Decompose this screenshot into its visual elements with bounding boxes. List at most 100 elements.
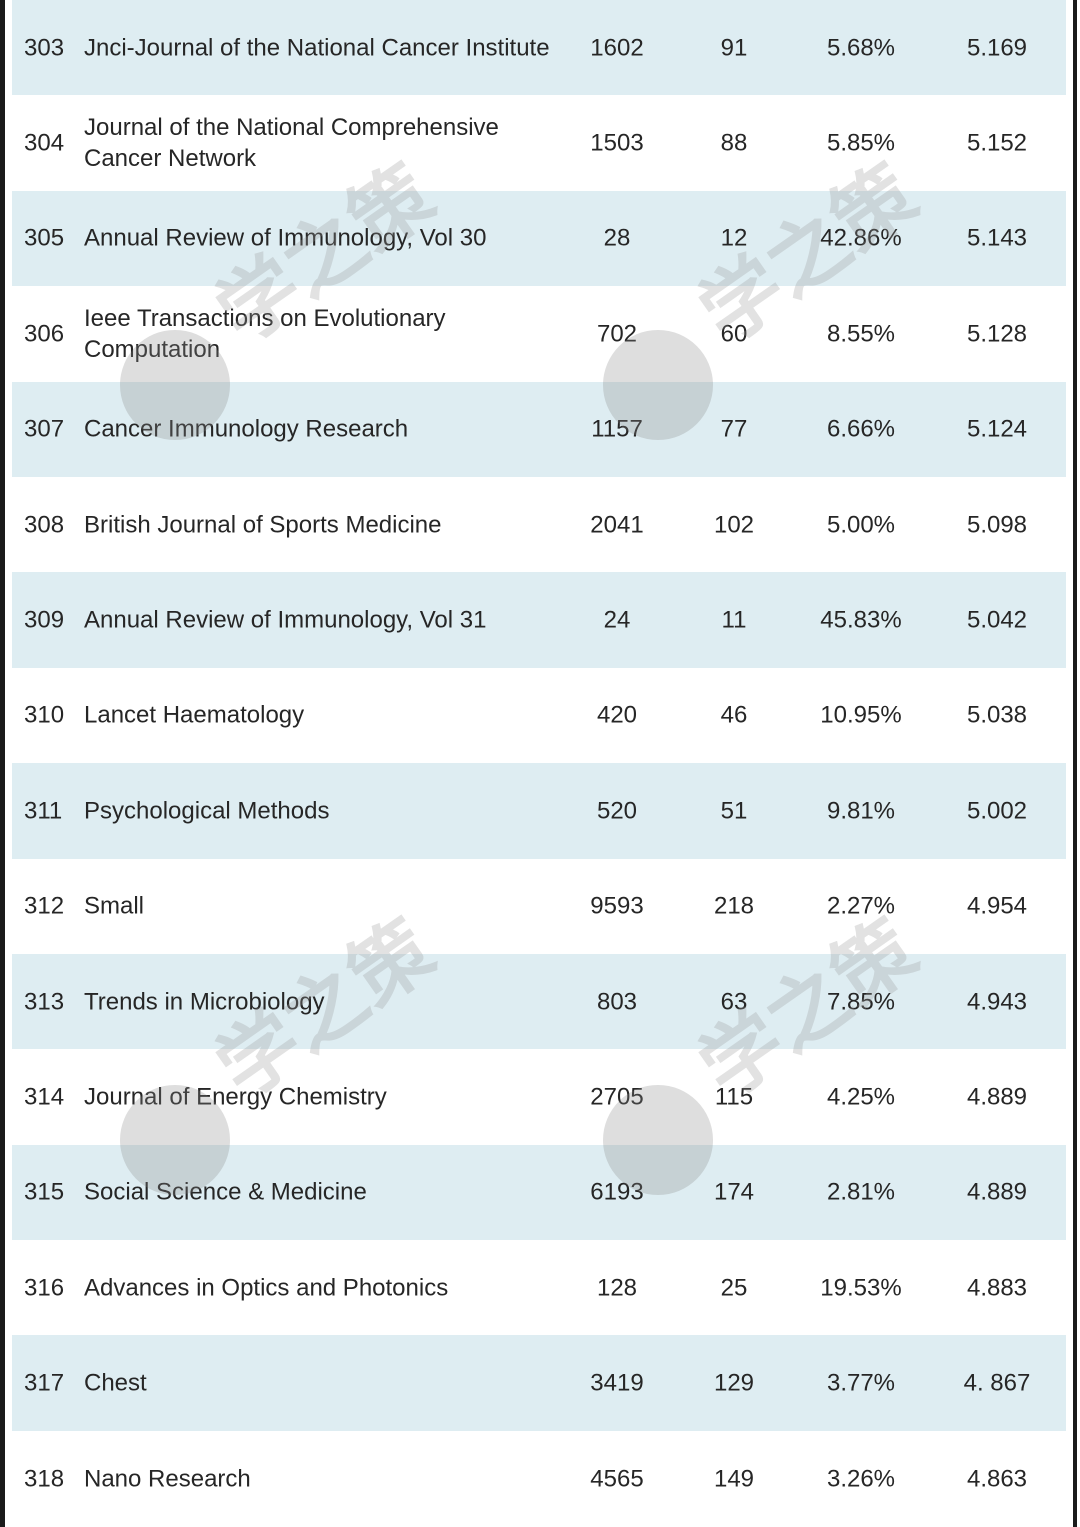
column-2-cell: 149: [713, 1465, 755, 1493]
column-2-cell: 129: [713, 1369, 755, 1397]
rank-cell: 311: [24, 797, 63, 825]
percentage-cell: 42.86%: [820, 224, 902, 252]
column-2-cell: 46: [720, 701, 748, 729]
journal-name-cell: Chest: [84, 1369, 147, 1397]
left-border: [0, 0, 5, 1527]
journal-name-cell: Psychological Methods: [84, 797, 330, 825]
column-1-cell: 6193: [590, 1178, 644, 1206]
score-cell: 4.954: [966, 892, 1028, 920]
column-1-cell: 128: [596, 1274, 638, 1302]
column-1-cell: 1602: [590, 34, 644, 62]
column-2-cell: 174: [713, 1178, 755, 1206]
score-cell: 4. 867: [963, 1369, 1031, 1397]
percentage-cell: 45.83%: [820, 606, 902, 634]
rank-cell: 317: [24, 1369, 65, 1397]
journal-name-cell: Ieee Transactions on Evolutionary Comput…: [84, 304, 446, 363]
score-cell: 4.889: [966, 1083, 1028, 1111]
column-2-cell: 88: [720, 129, 748, 157]
column-1-cell: 2041: [590, 511, 644, 539]
rank-cell: 315: [24, 1178, 65, 1206]
percentage-cell: 4.25%: [826, 1083, 896, 1111]
journal-name-cell: Annual Review of Immunology, Vol 30: [84, 224, 487, 252]
score-cell: 4.863: [966, 1465, 1028, 1493]
table-row: 305 Annual Review of Immunology, Vol 30 28…: [12, 190, 1066, 287]
percentage-cell: 9.81%: [826, 797, 896, 825]
score-cell: 5.143: [966, 224, 1028, 252]
table-row: 311 Psychological Methods 520 51 9.81% 5.002: [12, 763, 1066, 859]
table-row: 314 Journal of Energy Chemistry 2705 115 4.2…: [12, 1049, 1066, 1144]
journal-name-cell: Journal of Energy Chemistry: [84, 1083, 387, 1111]
rank-cell: 313: [24, 988, 65, 1016]
score-cell: 5.002: [966, 797, 1028, 825]
rank-cell: 318: [24, 1465, 65, 1493]
column-2-cell: 63: [720, 988, 748, 1016]
rank-cell: 310: [24, 701, 65, 729]
percentage-cell: 19.53%: [820, 1274, 902, 1302]
table-row: 315 Social Science & Medicine 6193 174 2.81%…: [12, 1144, 1066, 1241]
score-cell: 5.169: [966, 34, 1028, 62]
table-row: 318 Nano Research 4565 149 3.26% 4.863: [12, 1431, 1066, 1526]
score-cell: 5.124: [966, 415, 1028, 443]
rank-cell: 309: [24, 606, 65, 634]
score-cell: 5.128: [966, 320, 1028, 348]
journal-name-cell: Social Science & Medicine: [84, 1178, 367, 1206]
journal-name-cell: Jnci-Journal of the National Cancer Inst…: [84, 34, 550, 62]
column-1-cell: 2705: [590, 1083, 644, 1111]
column-2-cell: 218: [713, 892, 755, 920]
journal-table: 303 Jnci-Journal of the National Cancer I…: [12, 0, 1066, 1526]
score-cell: 5.038: [966, 701, 1028, 729]
column-1-cell: 702: [596, 320, 638, 348]
table-row: 312 Small 9593 218 2.27% 4.954: [12, 859, 1066, 954]
column-2-cell: 102: [713, 511, 755, 539]
rank-cell: 306: [24, 320, 65, 348]
column-2-cell: 12: [720, 224, 748, 252]
column-1-cell: 24: [603, 606, 631, 634]
percentage-cell: 7.85%: [826, 988, 896, 1016]
column-2-cell: 60: [720, 320, 748, 348]
rank-cell: 307: [24, 415, 65, 443]
journal-name-cell: Small: [84, 892, 145, 920]
journal-name-cell: Nano Research: [84, 1465, 251, 1493]
table-row: 309 Annual Review of Immunology, Vol 31 24…: [12, 572, 1066, 668]
table-row: 303 Jnci-Journal of the National Cancer I…: [12, 0, 1066, 96]
table-row: 307 Cancer Immunology Research 1157 77 6.66%…: [12, 381, 1066, 477]
percentage-cell: 5.68%: [826, 34, 896, 62]
journal-name-cell: Annual Review of Immunology, Vol 31: [84, 606, 487, 634]
journal-name-cell: Lancet Haematology: [84, 701, 305, 729]
table-row: 306 Ieee Transactions on Evolutionary Com…: [12, 286, 1066, 381]
percentage-cell: 2.81%: [826, 1178, 896, 1206]
percentage-cell: 6.66%: [826, 415, 896, 443]
right-border: [1073, 0, 1077, 1527]
score-cell: 5.152: [966, 129, 1028, 157]
table-row: 308 British Journal of Sports Medicine 204…: [12, 477, 1066, 572]
rank-cell: 314: [24, 1083, 65, 1111]
column-2-cell: 51: [720, 797, 748, 825]
journal-name-cell: Journal of the National Comprehensive Ca…: [84, 114, 499, 173]
rank-cell: 316: [24, 1274, 65, 1302]
column-2-cell: 77: [720, 415, 748, 443]
column-1-cell: 3419: [590, 1369, 644, 1397]
percentage-cell: 3.26%: [826, 1465, 896, 1493]
table-row: 317 Chest 3419 129 3.77% 4. 867: [12, 1335, 1066, 1431]
column-1-cell: 4565: [590, 1465, 644, 1493]
column-2-cell: 25: [720, 1274, 748, 1302]
column-2-cell: 115: [714, 1083, 754, 1111]
table-row: 310 Lancet Haematology 420 46 10.95% 5.038: [12, 668, 1066, 763]
score-cell: 4.943: [966, 988, 1028, 1016]
table-row: 313 Trends in Microbiology 803 63 7.85% 4.943: [12, 953, 1066, 1050]
score-cell: 5.042: [966, 606, 1028, 634]
journal-name-cell: Advances in Optics and Photonics: [84, 1274, 449, 1302]
rank-cell: 304: [24, 129, 65, 157]
percentage-cell: 8.55%: [826, 320, 896, 348]
column-2-cell: 91: [720, 34, 748, 62]
column-1-cell: 420: [596, 701, 638, 729]
score-cell: 4.883: [966, 1274, 1028, 1302]
journal-name-cell: British Journal of Sports Medicine: [84, 511, 442, 539]
journal-name-cell: Cancer Immunology Research: [84, 415, 409, 443]
percentage-cell: 2.27%: [826, 892, 896, 920]
percentage-cell: 5.85%: [826, 129, 896, 157]
column-1-cell: 1157: [591, 415, 643, 443]
rank-cell: 308: [24, 511, 65, 539]
journal-name-cell: Trends in Microbiology: [84, 988, 325, 1016]
column-2-cell: 11: [721, 606, 747, 634]
